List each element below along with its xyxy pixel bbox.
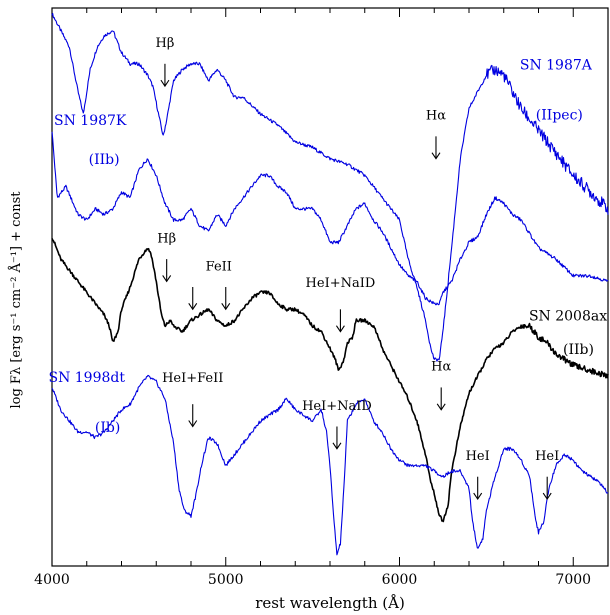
series-line [51, 131, 609, 306]
axis-ticks [51, 8, 609, 566]
series-name-label: SN 1987K [54, 113, 127, 129]
x-tick-label: 5000 [208, 572, 244, 588]
y-axis-label: log Fλ [erg s⁻¹ cm⁻² Å⁻¹] + const [8, 191, 24, 409]
series-name-label: SN 1987A [520, 57, 593, 73]
x-tick-label: 4000 [34, 572, 70, 588]
line-id-label: Hβ [157, 231, 176, 246]
series-layer [51, 12, 609, 556]
line-id-arrowhead [188, 303, 198, 311]
x-tick-labels: 4000 5000 6000 7000 [34, 572, 591, 588]
series-type-label: (IIb) [563, 342, 594, 358]
series-type-label: (IIpec) [536, 108, 583, 124]
series-line [51, 12, 609, 362]
series-name-label: SN 1998dt [48, 370, 125, 386]
line-id-arrowhead [221, 303, 231, 311]
line-id-label: HeI [466, 449, 490, 464]
line-id-arrowhead [436, 403, 446, 411]
x-axis-label: rest wavelength (Å) [255, 594, 405, 612]
line-id-arrowhead [160, 79, 170, 88]
line-id-arrowhead [335, 325, 345, 333]
line-id-label: HeI+FeII [162, 371, 223, 386]
line-id-arrowhead [188, 420, 198, 428]
series-line [51, 238, 609, 523]
line-id-arrowhead [431, 152, 441, 160]
line-id-arrowhead [542, 492, 552, 501]
series-line [51, 374, 609, 556]
line-id-label: Hβ [156, 36, 175, 51]
line-id-label: Hα [426, 109, 446, 124]
series-type-label: (IIb) [89, 152, 120, 168]
line-id-label: HeI+NaID [302, 399, 372, 414]
line-id-arrowhead [473, 492, 483, 501]
line-id-arrowhead [332, 442, 342, 450]
line-id-label: HeI+NaID [306, 276, 376, 291]
series-type-label: (Ib) [95, 420, 120, 436]
series-name-label: SN 2008ax [529, 308, 607, 324]
x-tick-label: 6000 [382, 572, 418, 588]
line-id-arrowhead [162, 275, 172, 283]
x-tick-label: 7000 [555, 572, 591, 588]
line-id-label: Hα [431, 360, 451, 375]
line-id-label: FeII [206, 259, 232, 274]
line-id-label: HeI [535, 449, 559, 464]
annotation-layer: SN 1987A (IIpec) SN 1987K (IIb) SN 2008ax (II… [48, 36, 607, 501]
